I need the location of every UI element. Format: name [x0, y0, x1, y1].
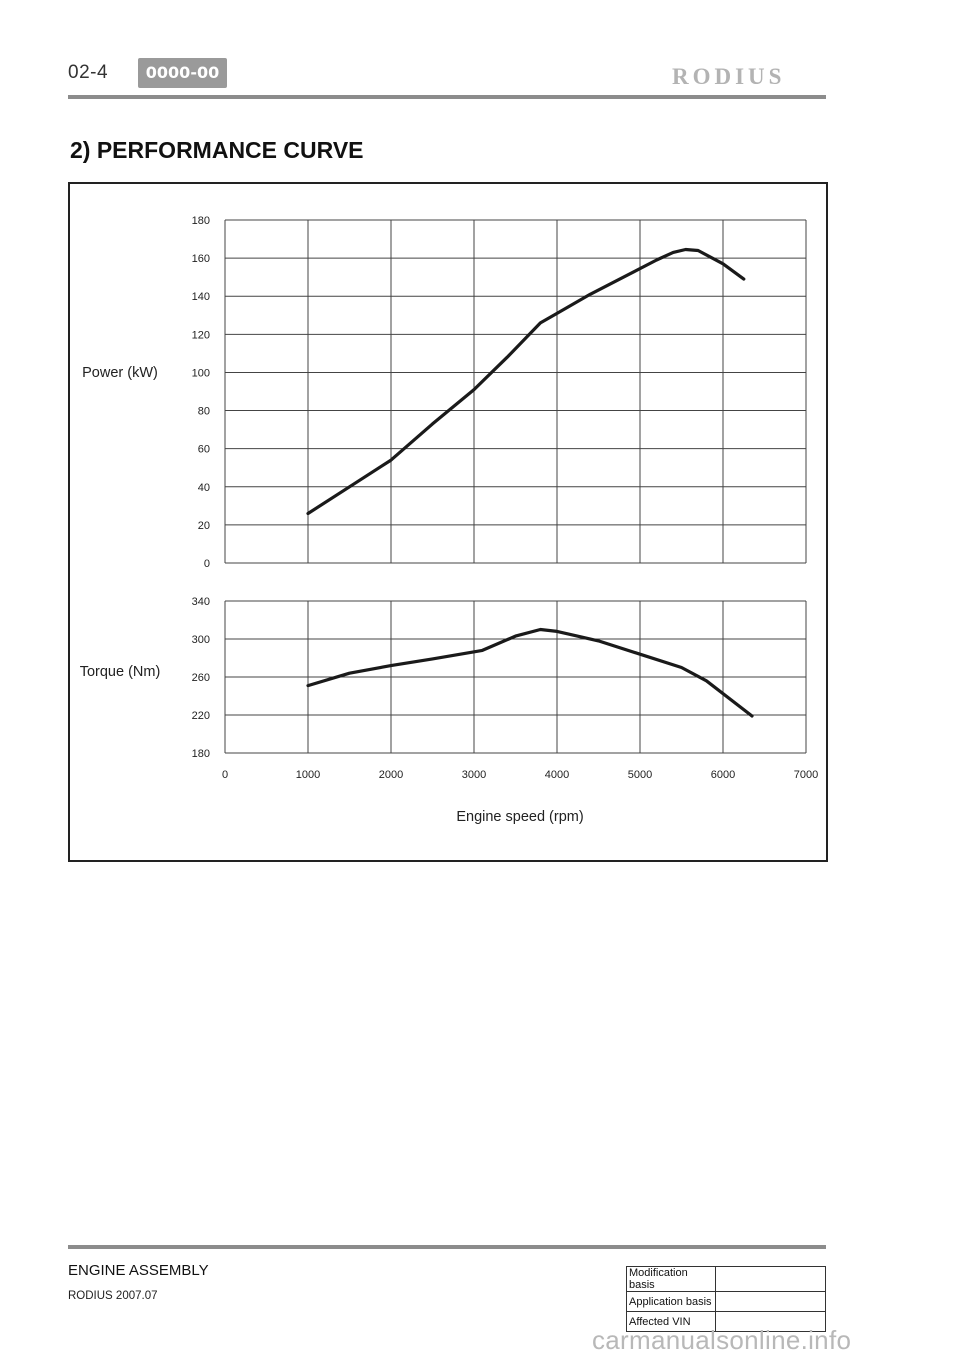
footer-divider [68, 1245, 826, 1249]
power-y-tick-label: 120 [192, 329, 210, 341]
footer-model-date: RODIUS 2007.07 [68, 1290, 158, 1302]
power-y-tick-label: 60 [198, 444, 210, 456]
application-basis-label: Application basis [626, 1291, 716, 1312]
power-y-tick-label: 20 [198, 520, 210, 532]
torque-axis-label: Torque (Nm) [80, 664, 161, 680]
x-tick-label: 2000 [379, 769, 403, 781]
x-axis: 0 1000 2000 3000 4000 5000 6000 7000 Engine spee… [222, 769, 818, 825]
power-y-tick-label: 80 [198, 406, 210, 418]
x-tick-label: 1000 [296, 769, 320, 781]
table-row: Application basis [626, 1291, 826, 1312]
modification-basis-label: Modification basis [626, 1266, 716, 1292]
watermark: carmanualsonline.info [592, 1325, 852, 1355]
power-axis-label: Power (kW) [82, 365, 158, 381]
table-row: Modification basis [626, 1266, 826, 1292]
torque-y-tick-label: 260 [192, 672, 210, 684]
section-title: 2) PERFORMANCE CURVE [70, 137, 364, 163]
x-tick-label: 0 [222, 769, 228, 781]
table-row: Affected VIN [626, 1311, 826, 1332]
torque-y-tick-label: 220 [192, 710, 210, 722]
power-y-tick-label: 140 [192, 291, 210, 303]
torque-chart: 180 220 260 300 340 Torque (Nm) [80, 596, 807, 760]
section-code-badge: 0000-00 [138, 58, 227, 88]
power-y-tick-label: 40 [198, 482, 210, 494]
x-tick-label: 5000 [628, 769, 652, 781]
power-y-tick-label: 100 [192, 367, 210, 379]
x-axis-label: Engine speed (rpm) [456, 809, 583, 825]
affected-vin-value [715, 1311, 826, 1332]
power-curve [306, 247, 746, 516]
brand-logo: RODIUS [672, 64, 786, 89]
affected-vin-label: Affected VIN [626, 1311, 716, 1332]
footer-section-name: ENGINE ASSEMBLY [68, 1262, 209, 1279]
performance-chart: 0 20 40 60 80 100 120 140 160 180 Power (kW) 180 22… [80, 215, 819, 825]
torque-y-tick-label: 180 [192, 748, 210, 760]
x-tick-label: 6000 [711, 769, 735, 781]
application-basis-value [715, 1291, 826, 1312]
power-y-tick-label: 0 [204, 558, 210, 570]
x-tick-label: 4000 [545, 769, 569, 781]
revision-info-table: Modification basis Application basis Aff… [626, 1266, 826, 1332]
torque-y-tick-label: 340 [192, 596, 210, 608]
torque-curve [306, 627, 754, 718]
header-divider [68, 95, 826, 99]
power-chart: 0 20 40 60 80 100 120 140 160 180 Power (kW) [82, 215, 807, 570]
page-number: 02-4 [68, 62, 109, 83]
torque-y-tick-label: 300 [192, 634, 210, 646]
x-tick-label: 3000 [462, 769, 486, 781]
performance-chart-frame: 0 20 40 60 80 100 120 140 160 180 Power (kW) 180 22… [68, 182, 828, 862]
x-tick-label: 7000 [794, 769, 818, 781]
modification-basis-value [715, 1266, 826, 1292]
power-y-tick-label: 160 [192, 253, 210, 265]
power-y-tick-label: 180 [192, 215, 210, 227]
